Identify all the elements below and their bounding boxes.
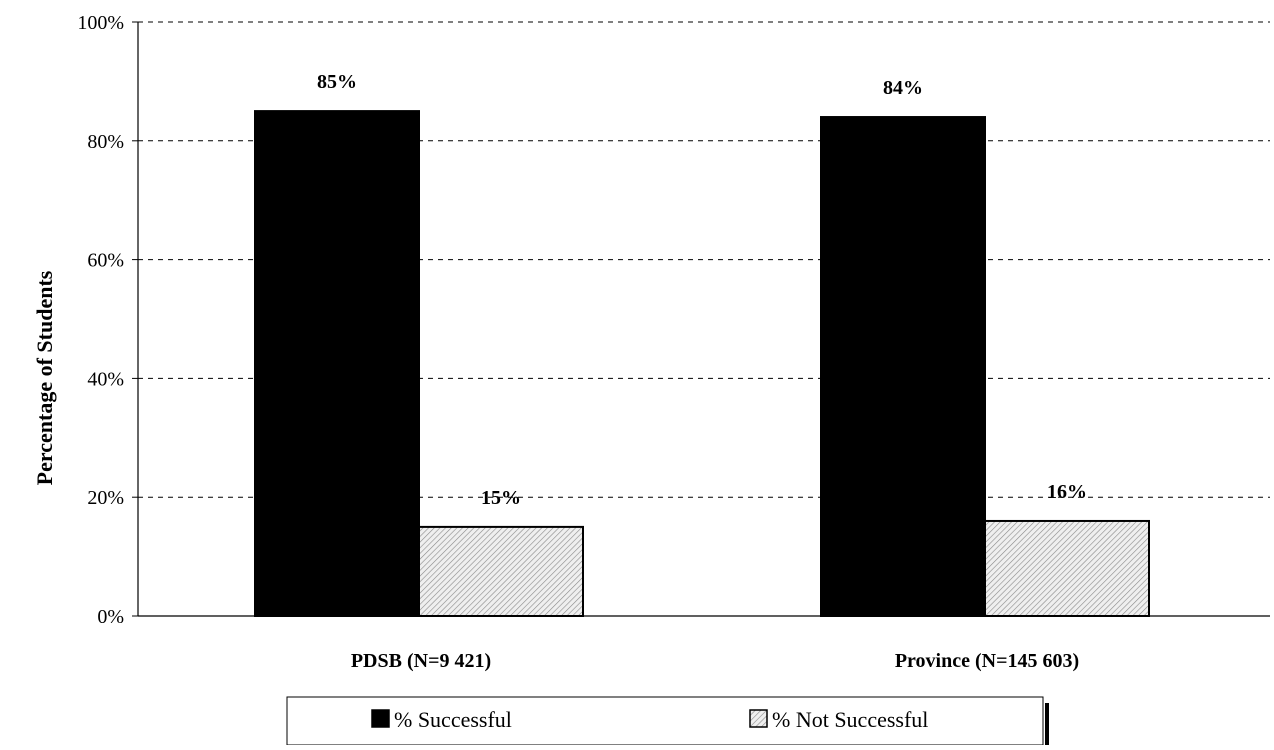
data-label: 85% (317, 71, 357, 93)
legend-label: % Successful (394, 707, 512, 732)
axes (137, 22, 1270, 617)
data-labels: 85% 15% 84% 16% (317, 71, 1087, 509)
legend-label: % Not Successful (772, 707, 928, 732)
y-tick-label: 100% (77, 12, 124, 34)
legend-swatch (749, 709, 768, 728)
y-tick-label: 40% (87, 368, 124, 390)
category-label: PDSB (N=9 421) (351, 650, 491, 672)
y-tick-label: 80% (87, 131, 124, 153)
y-tick-label: 0% (97, 606, 124, 628)
legend-swatch (371, 709, 390, 728)
bar-not-successful (984, 519, 1150, 618)
data-label: 15% (481, 487, 521, 509)
category-label: Province (N=145 603) (895, 650, 1079, 672)
y-tick-label: 60% (87, 250, 124, 272)
bar-not-successful (418, 525, 584, 618)
gridlines (138, 21, 1270, 498)
y-axis-ticks: 0% 20% 40% 60% 80% 100% (77, 12, 138, 628)
y-axis-title: Percentage of Students (32, 270, 57, 485)
legend: % Successful % Not Successful (286, 696, 1049, 746)
y-tick-label: 20% (87, 487, 124, 509)
x-axis-categories: PDSB (N=9 421) Province (N=145 603) (351, 650, 1079, 672)
bars (254, 110, 1150, 618)
legend-box (286, 696, 1044, 746)
bar-successful (254, 110, 420, 617)
bar-successful (820, 116, 986, 617)
data-label: 16% (1047, 481, 1087, 503)
data-label: 84% (883, 77, 923, 99)
